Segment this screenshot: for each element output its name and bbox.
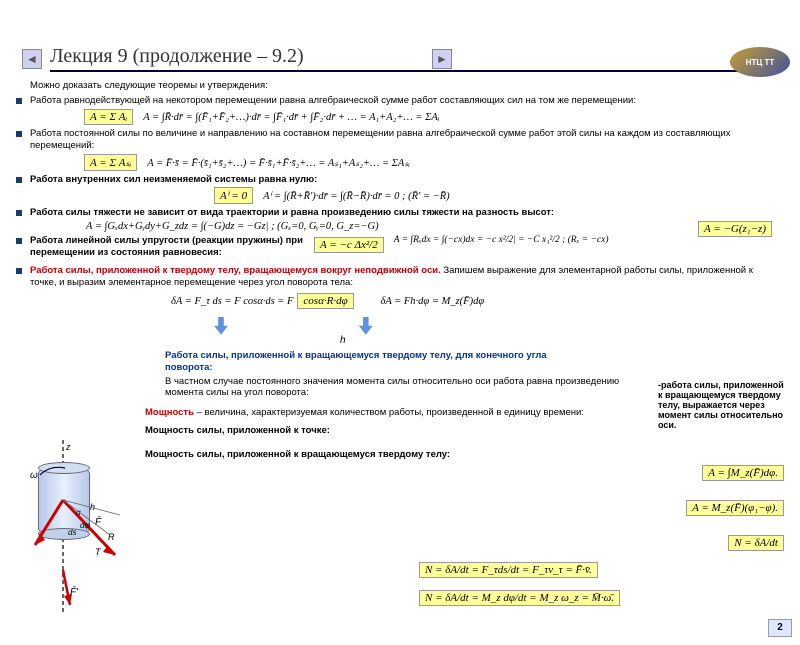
rot-box-r1: A = ∫M_z(F̄)dφ. bbox=[702, 465, 784, 481]
formula-box-2: A = Σ Aₛᵢ bbox=[84, 154, 137, 171]
rotation-intro: Работа силы, приложенной к твердому телу… bbox=[30, 265, 770, 289]
rotation-blue: Работа силы, приложенной к вращающемуся … bbox=[165, 350, 565, 374]
svg-text:F̄': F̄' bbox=[70, 585, 79, 598]
formula-box-4: A = −G(z₁−z) bbox=[698, 221, 772, 237]
rotation-mid: В частном случае постоянного значения мо… bbox=[165, 376, 632, 400]
item-1: Работа равнодействующей на некотором пер… bbox=[30, 95, 782, 107]
rotation-red: Работа силы, приложенной к твердому телу… bbox=[30, 265, 441, 276]
rot-box-r2: A = M_z(F̄)(φ₁−φ). bbox=[686, 500, 784, 516]
item-3: Работа внутренних сил неизменяемой систе… bbox=[30, 174, 782, 186]
eq-3: Aⁱ = ∫(R̄+R̄')·dr̄ = ∫(R̄−R̄)·dr̄ = 0 ; … bbox=[263, 191, 450, 202]
svg-text:ω: ω bbox=[30, 470, 38, 481]
eq-2: A = F̄·s̄ = F̄·(s̄₁+s̄₂+…) = F̄·s̄₁+F̄·s… bbox=[147, 158, 410, 169]
formula-box-5: A = −c Δx²/2 bbox=[314, 237, 384, 253]
title-bar: ◄ Лекция 9 (продолжение – 9.2) ► bbox=[20, 45, 800, 72]
item-4: Работа силы тяжести не зависит от вида т… bbox=[30, 207, 782, 219]
item-2-text: Работа постоянной силы по величине и нап… bbox=[30, 128, 782, 152]
item-1-text: Работа равнодействующей на некотором пер… bbox=[30, 95, 636, 107]
svg-text:dφ: dφ bbox=[80, 521, 90, 530]
side-note-1: -работа силы, приложенной к вращающемуся… bbox=[658, 380, 788, 430]
down-arrow-icon bbox=[214, 317, 228, 335]
intro-text: Можно доказать следующие теоремы и утвер… bbox=[30, 80, 782, 92]
svg-text:R: R bbox=[108, 532, 115, 542]
eq-5: A = ∫Rₓdx = ∫(−cx)dx = −c x²/2| = −C x₁²… bbox=[394, 235, 609, 245]
eq-4: A = ∫Gₓdx+Gᵧdy+G_zdz = ∫(−G)dz = −Gz| ; … bbox=[86, 221, 379, 232]
svg-text:z: z bbox=[65, 442, 71, 452]
arrow-row bbox=[210, 317, 782, 335]
bullet-icon bbox=[16, 268, 22, 274]
rot-box1: cosα·R·dφ bbox=[297, 293, 353, 309]
item-6: Работа силы, приложенной к твердому телу… bbox=[30, 265, 782, 289]
down-arrow-icon bbox=[359, 317, 373, 335]
diagram-vectors: z ω F̄ h R T F̄' α dφ ds bbox=[20, 440, 135, 615]
item-4-eq: A = ∫Gₓdx+Gᵧdy+G_zdz = ∫(−G)dz = −Gz| ; … bbox=[80, 221, 782, 232]
bullet-icon bbox=[16, 98, 22, 104]
formula-box-3: Aⁱ = 0 bbox=[214, 187, 253, 204]
h-label: h bbox=[340, 335, 782, 346]
page-number: 2 bbox=[768, 619, 792, 637]
power-box1: N = δA/dt bbox=[728, 535, 784, 551]
power-line3: Мощность силы, приложенной к вращающемус… bbox=[145, 449, 782, 461]
item-5: Работа линейной силы упругости (реакции … bbox=[30, 235, 694, 259]
item-3-eq: Aⁱ = 0 Aⁱ = ∫(R̄+R̄')·dr̄ = ∫(R̄−R̄)·dr̄ … bbox=[210, 187, 782, 204]
eq-1: A = ∫R̄·dr̄ = ∫(F̄₁+F̄₂+…)·dr̄ = ∫F̄₁·dr… bbox=[143, 112, 439, 123]
item-4-text: Работа силы тяжести не зависит от вида т… bbox=[30, 207, 554, 219]
svg-text:ds: ds bbox=[68, 528, 76, 537]
item-2: Работа постоянной силы по величине и нап… bbox=[30, 128, 782, 152]
svg-text:T: T bbox=[95, 547, 102, 557]
rot-eq1: δA = F_τ ds = F cosα·ds = F bbox=[171, 296, 293, 307]
power-box2: N = δA/dt = F_τds/dt = F_τv_τ = F̄·v̄. bbox=[419, 562, 598, 578]
bullet-icon bbox=[16, 238, 22, 244]
cylinder-diagram: z ω F̄ h R T F̄' α dφ ds bbox=[20, 440, 135, 615]
item-2-eq: A = Σ Aₛᵢ A = F̄·s̄ = F̄·(s̄₁+s̄₂+…) = F̄… bbox=[80, 154, 782, 171]
item-1-eq: A = Σ Aᵢ A = ∫R̄·dr̄ = ∫(F̄₁+F̄₂+…)·dr̄ =… bbox=[80, 109, 782, 125]
rotation-eq-row: δA = F_τ ds = F cosα·ds = F cosα·R·dφ δA … bbox=[165, 293, 782, 309]
prev-icon[interactable]: ◄ bbox=[22, 49, 42, 69]
power-box3: N = δA/dt = M_z dφ/dt = M_z ω_z = M̄·ω̄. bbox=[419, 590, 620, 606]
next-icon[interactable]: ► bbox=[432, 49, 452, 69]
item-3-text: Работа внутренних сил неизменяемой систе… bbox=[30, 174, 317, 186]
rot-eq2: δA = Fh·dφ = M_z(F̄)dφ bbox=[380, 296, 484, 307]
formula-box-1: A = Σ Aᵢ bbox=[84, 109, 133, 125]
logo-badge: НТЦ ТТ bbox=[730, 47, 790, 77]
page-title: Лекция 9 (продолжение – 9.2) bbox=[50, 45, 750, 72]
power-red: Мощность bbox=[145, 407, 194, 418]
item-5-text: Работа линейной силы упругости (реакции … bbox=[30, 235, 310, 259]
bullet-icon bbox=[16, 131, 22, 137]
content-area: Можно доказать следующие теоремы и утвер… bbox=[0, 80, 800, 461]
bullet-icon bbox=[16, 210, 22, 216]
bullet-icon bbox=[16, 177, 22, 183]
power-rest: – величина, характеризуемая количеством … bbox=[194, 407, 584, 418]
